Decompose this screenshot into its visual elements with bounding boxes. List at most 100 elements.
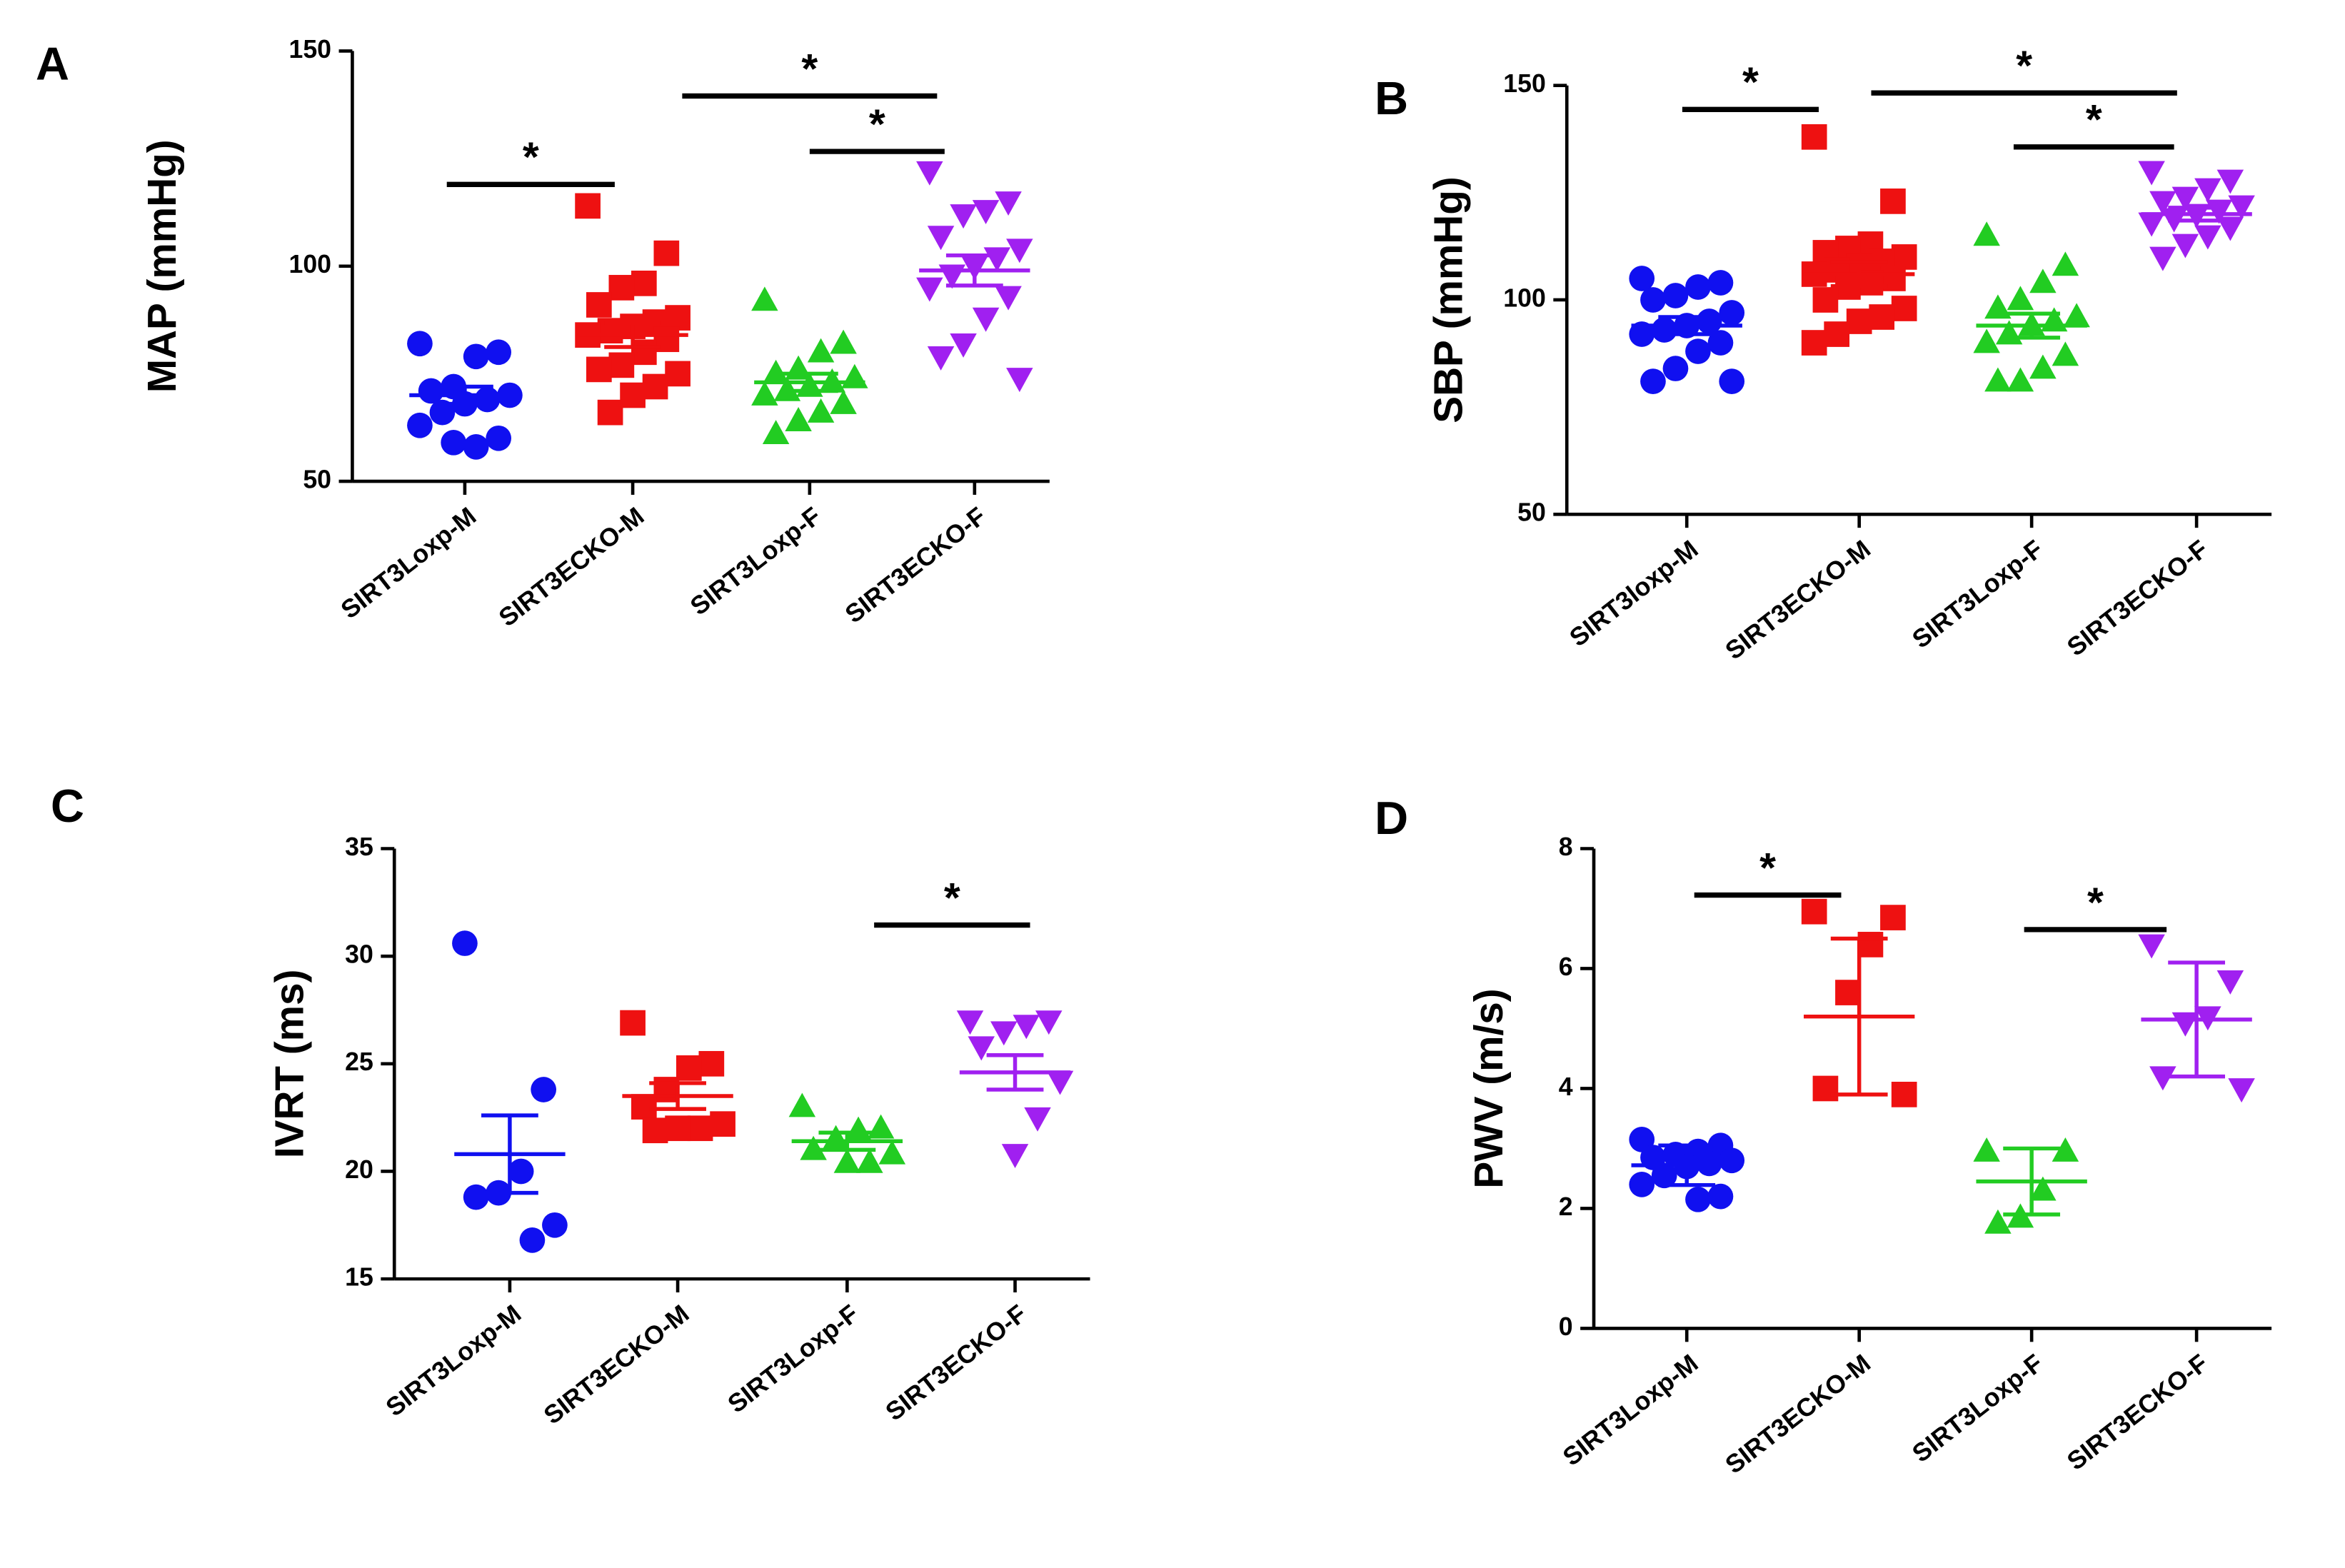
y-tick-label: 100 [288,250,331,278]
data-point [2007,367,2034,392]
data-point [983,247,1011,272]
data-point [1001,1144,1029,1168]
data-point [2171,233,2199,258]
data-point [665,305,691,331]
y-tick-label: 100 [1503,283,1546,312]
data-point [830,389,857,414]
data-point [407,412,433,438]
significance-mark: * [2086,97,2102,144]
data-point [418,378,444,404]
data-point [1973,1137,2000,1162]
data-point [1046,1070,1074,1095]
data-point [1891,296,1917,321]
panel-letter: B [1375,72,1408,124]
data-point [1846,308,1872,334]
x-tick-label: SIRT3loxp-M [1565,535,1704,653]
data-point [995,286,1022,311]
data-point [2216,970,2244,995]
data-point [608,352,635,378]
data-point [762,359,790,384]
data-point [1707,330,1734,356]
data-point [429,399,456,426]
panel-letter: C [51,780,84,832]
significance-mark: * [1759,845,1776,892]
data-point [653,240,680,266]
significance-mark: * [944,875,960,922]
data-point [1801,124,1827,150]
x-tick-label: SIRT3ECKO-F [880,1300,1032,1427]
data-point [676,1055,702,1081]
y-tick-label: 30 [345,940,373,969]
data-point [463,343,489,370]
data-point [687,1115,713,1142]
data-point [653,1077,680,1102]
x-tick-label: SIRT3ECKO-M [538,1300,694,1430]
data-point [1719,368,1745,394]
data-point [665,1115,691,1142]
data-point [407,331,433,357]
data-point [1891,244,1917,270]
data-point [665,361,691,387]
x-tick-label: SIRT3Loxp-F [685,501,826,620]
data-point [856,1148,883,1173]
y-tick-label: 20 [345,1155,373,1184]
data-point [2138,934,2165,959]
y-tick-label: 25 [345,1047,373,1076]
y-tick-label: 50 [303,465,331,493]
data-point [2228,195,2255,220]
data-point [1707,1183,1734,1210]
data-point [2063,303,2090,328]
data-point [916,161,943,186]
data-point [631,271,657,296]
data-point [1869,304,1895,330]
data-point [1801,330,1827,356]
y-axis-label: MAP (mmHg) [140,139,185,393]
data-point [1685,338,1711,364]
x-tick-label: SIRT3ECKO-F [2062,535,2213,662]
data-point [927,226,955,251]
panel-letter: D [1375,792,1408,844]
data-point [486,425,512,451]
data-point [620,382,646,408]
data-point [2029,268,2057,293]
y-tick-label: 15 [345,1263,373,1292]
data-point [452,930,478,956]
data-point [2216,169,2244,194]
x-tick-label: SIRT3ECKO-F [2062,1349,2213,1476]
data-point [463,434,489,460]
significance-mark: * [2087,880,2104,926]
significance-mark: * [523,134,539,181]
data-point [2171,186,2199,211]
data-point [620,1010,646,1036]
data-point [1640,368,1666,394]
panel-letter: A [36,38,69,90]
data-point [441,429,467,456]
data-point [586,356,612,383]
data-point [631,339,657,366]
y-tick-label: 8 [1559,833,1573,861]
data-point [2029,1176,2057,1201]
data-point [968,1036,995,1061]
data-point [800,1135,827,1160]
x-tick-label: SIRT3Loxp-F [1907,535,2048,654]
data-point [2149,191,2176,216]
data-point [597,399,623,426]
x-tick-label: SIRT3ECKO-M [1720,535,1876,665]
data-point [833,1148,861,1173]
data-point [1812,1075,1839,1102]
data-point [990,1021,1018,1046]
x-tick-label: SIRT3ECKO-M [1720,1349,1876,1479]
data-point [995,191,1022,216]
data-point [1973,328,2000,353]
data-point [474,386,501,413]
data-point [1835,980,1861,1005]
data-point [2138,212,2165,237]
data-point [807,338,835,363]
y-axis-label: PWV (m/s) [1467,988,1512,1188]
data-point [785,407,812,431]
data-point [1824,321,1850,347]
y-tick-label: 4 [1559,1072,1573,1101]
data-point [519,1227,546,1253]
